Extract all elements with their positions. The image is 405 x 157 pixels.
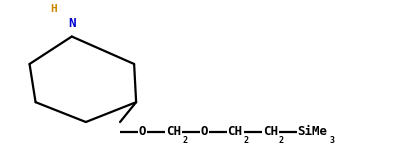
Text: 2: 2 bbox=[279, 136, 284, 145]
Text: CH: CH bbox=[228, 125, 243, 138]
Text: O: O bbox=[139, 125, 147, 138]
Text: H: H bbox=[50, 4, 57, 14]
Text: O: O bbox=[201, 125, 209, 138]
Text: CH: CH bbox=[166, 125, 181, 138]
Text: 2: 2 bbox=[243, 136, 249, 145]
Text: 2: 2 bbox=[182, 136, 188, 145]
Text: 3: 3 bbox=[330, 136, 335, 145]
Text: CH: CH bbox=[263, 125, 278, 138]
Text: SiMe: SiMe bbox=[297, 125, 327, 138]
Text: N: N bbox=[68, 17, 75, 30]
